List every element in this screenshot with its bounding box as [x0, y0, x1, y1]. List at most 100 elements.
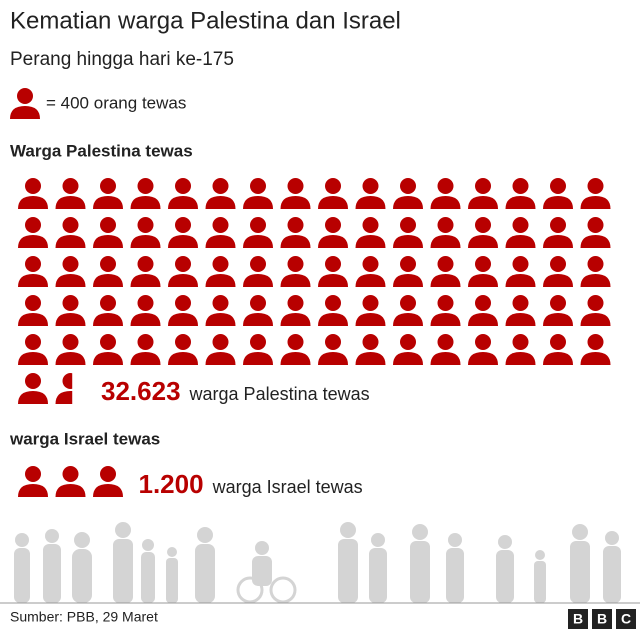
icon-head: [512, 178, 529, 194]
icon-head: [250, 295, 266, 311]
icon-body: [580, 196, 611, 209]
icon-head: [362, 256, 379, 272]
icon-head: [250, 217, 266, 233]
person-icon: [10, 88, 40, 119]
icon-body: [543, 235, 573, 248]
person-icon: [168, 295, 198, 326]
icon-body: [543, 196, 573, 209]
person-icon: [430, 295, 461, 326]
icon-body: [205, 196, 236, 209]
person-icon: [468, 295, 498, 326]
icon-head: [100, 466, 116, 482]
person-icon: [280, 256, 311, 287]
icon-body: [55, 196, 86, 209]
icon-head: [62, 466, 79, 482]
person-icon: [355, 295, 386, 326]
icon-body: [430, 235, 461, 248]
person-icon: [468, 178, 498, 209]
person-icon: [393, 295, 423, 326]
icon-body: [130, 352, 161, 365]
person-icon: [468, 217, 498, 248]
person-icon: [430, 334, 461, 365]
pictogram: [18, 178, 611, 404]
person-icon: [505, 256, 536, 287]
icon-head: [62, 178, 79, 194]
person-icon: [543, 217, 573, 248]
person-icon: [205, 178, 236, 209]
icon-body: [468, 274, 498, 287]
icon-head: [212, 178, 229, 194]
icon-body: [280, 274, 311, 287]
person-icon: [505, 217, 536, 248]
person-icon: [18, 373, 48, 404]
value-label: 1.200: [139, 469, 204, 499]
person-icon: [55, 295, 86, 326]
person-icon: [18, 256, 48, 287]
logo-letter: C: [621, 611, 631, 627]
icon-head: [287, 256, 304, 272]
icon-body: [55, 484, 86, 497]
chart-subtitle: Perang hingga hari ke-175: [10, 49, 234, 70]
icon-head: [512, 256, 529, 272]
person-icon: [580, 334, 611, 365]
person-icon: [18, 217, 48, 248]
icon-body: [318, 274, 348, 287]
logo-letter: B: [573, 611, 583, 627]
person-icon: [505, 178, 536, 209]
pictogram: [18, 466, 123, 497]
icon-head: [512, 295, 529, 311]
person-icon: [18, 334, 48, 365]
icon-body: [280, 352, 311, 365]
icon-head: [175, 217, 191, 233]
icon-body: [430, 196, 461, 209]
bbc-logo: B B C: [568, 609, 636, 629]
icon-head: [137, 295, 154, 311]
icon-head: [137, 256, 154, 272]
icon-body: [393, 196, 423, 209]
person-icon: [93, 217, 123, 248]
person-icon: [55, 217, 86, 248]
icon-head: [362, 295, 379, 311]
person-icon: [318, 256, 348, 287]
icon-head: [587, 178, 604, 194]
icon-body: [55, 391, 73, 404]
icon-body: [543, 313, 573, 326]
icon-body: [168, 235, 198, 248]
icon-body: [430, 313, 461, 326]
icon-head: [325, 295, 341, 311]
icon-body: [243, 274, 273, 287]
icon-head: [437, 256, 454, 272]
icon-body: [168, 196, 198, 209]
icon-head: [175, 295, 191, 311]
icon-head: [400, 256, 416, 272]
icon-body: [18, 352, 48, 365]
icon-head: [437, 217, 454, 233]
icon-body: [55, 235, 86, 248]
icon-head: [325, 256, 341, 272]
icon-body: [355, 313, 386, 326]
icon-head: [250, 334, 266, 350]
icon-body: [355, 352, 386, 365]
logo-letter: B: [597, 611, 607, 627]
icon-body: [318, 352, 348, 365]
icon-head: [62, 373, 73, 389]
icon-head: [212, 256, 229, 272]
person-icon: [205, 217, 236, 248]
icon-head: [550, 334, 566, 350]
icon-head: [287, 334, 304, 350]
icon-head: [25, 178, 41, 194]
icon-head: [512, 217, 529, 233]
icon-body: [243, 196, 273, 209]
person-icon: [130, 217, 161, 248]
icon-body: [393, 274, 423, 287]
person-icon: [543, 178, 573, 209]
person-icon: [280, 295, 311, 326]
icon-body: [93, 274, 123, 287]
icon-body: [318, 235, 348, 248]
icon-body: [393, 352, 423, 365]
silhouettes: [14, 522, 621, 604]
icon-body: [130, 313, 161, 326]
icon-head: [62, 217, 79, 233]
